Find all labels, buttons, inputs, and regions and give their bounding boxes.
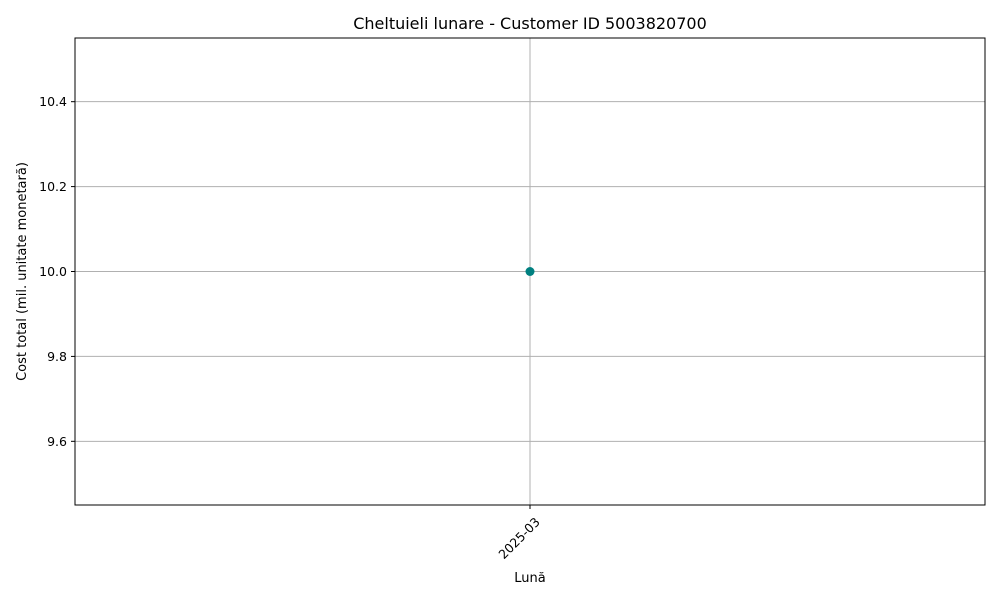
y-tick-label: 10.0 (39, 264, 67, 279)
y-tick-label: 10.4 (39, 94, 67, 109)
y-tick-label: 10.2 (39, 179, 67, 194)
series-layer (525, 267, 535, 276)
x-axis-label: Lună (514, 571, 545, 586)
data-point (525, 267, 535, 276)
y-axis-ticks: 9.6 9.8 10.0 10.2 10.4 (39, 94, 75, 449)
y-tick-label: 9.6 (47, 434, 67, 449)
y-axis-label: Cost total (mil. unitate monetară) (15, 162, 30, 381)
chart-title: Cheltuieli lunare - Customer ID 50038207… (353, 14, 707, 33)
y-tick-label: 9.8 (47, 349, 67, 364)
